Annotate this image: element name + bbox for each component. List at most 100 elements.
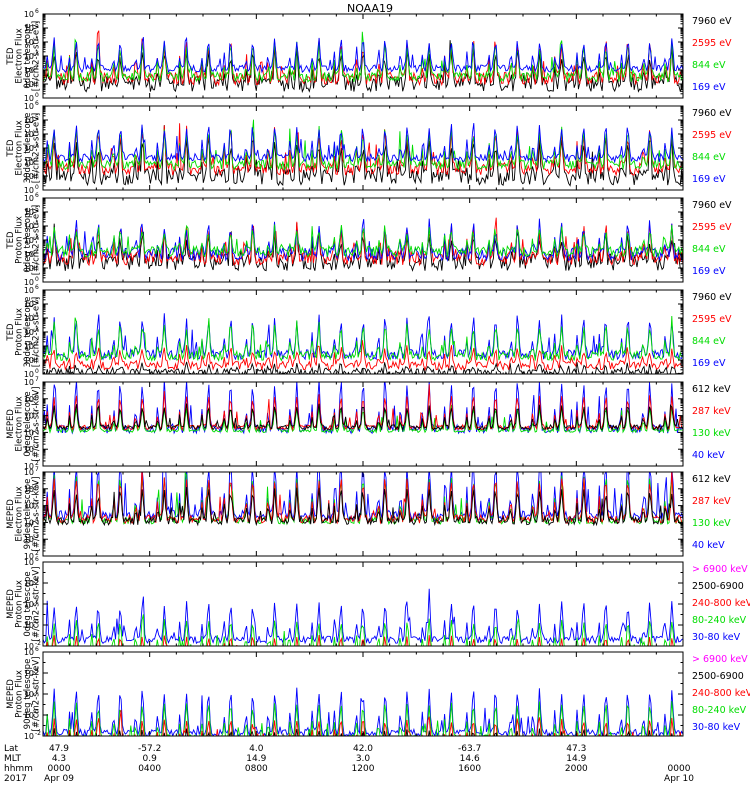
figure-title: NOAA19 [347,2,393,15]
y-tick-exponent: 6 [35,284,39,291]
y-tick-exponent: 6 [35,192,39,199]
panel-2-series [43,119,683,187]
y-axis-label-line: [#/cm2-s-str-keV] [32,477,42,552]
y-tick-label: 10 [24,38,34,47]
y-tick-label: 10 [24,286,34,295]
y-tick-exponent: 3 [35,142,39,149]
series-line-2595-eV [43,339,683,372]
y-axis-label-line: Electron Flux [15,396,25,451]
legend-entry: > 6900 keV [692,564,748,575]
y-tick-exponent: 6 [35,483,39,490]
y-tick-label: 10 [24,52,34,61]
y-axis-label-line: 90deg telescope [23,479,33,550]
y-axis-label-line: Proton Flux [15,216,25,264]
time-axis-tick-hhmm: 1200 [352,764,375,774]
y-tick-label: 10 [24,621,34,630]
legend-entry: 2595 eV [692,314,732,325]
time-axis-tick-lat: 4.0 [249,744,264,754]
y-tick-exponent: 0 [35,276,39,283]
y-tick-label: 10 [24,370,34,379]
y-tick-exponent: 6 [35,8,39,15]
y-tick-exponent: 0 [35,92,39,99]
panel-1-series [43,30,683,94]
legend-entry: 80-240 keV [692,615,747,626]
y-tick-label: 10 [24,642,34,651]
time-axis-tick-date: Apr 10 [664,774,694,784]
y-axis-label-line: 30deg telescope [23,113,33,184]
series-line-169-eV [43,123,683,164]
legend-entry: 612 keV [692,474,731,485]
legend-entry: 169 eV [692,266,726,277]
y-tick-exponent: -2 [35,640,41,647]
y-tick-exponent: 2 [35,550,39,557]
time-axis-tick-lat: 47.3 [566,744,586,754]
y-tick-exponent: 2 [35,248,39,255]
time-axis-tick-mlt: 14.9 [566,754,586,764]
series-line-169-eV [43,313,683,361]
y-axis-label-line: Electron Flux [15,120,25,175]
y-tick-label: 10 [24,711,34,720]
y-axis-label-line: [#/cm2-s-str-keV] [32,387,42,462]
y-tick-exponent: 6 [35,100,39,107]
y-axis-label-line: TED [6,47,16,66]
y-tick-label: 10 [24,558,34,567]
y-tick-label: 10 [24,579,34,588]
y-axis-label-line: 90deg telescope [23,659,33,730]
y-axis-label-line: [#/cm2-s-str-keV] [32,657,42,732]
series-line-169-eV [43,36,683,74]
legend-entry: 612 keV [692,384,731,395]
y-tick-label: 10 [24,314,34,323]
series-line-169-eV [43,218,683,262]
time-axis-tick-hhmm: 2000 [565,764,588,774]
y-tick-exponent: 2 [35,688,39,695]
y-tick-exponent: 1 [35,170,39,177]
y-tick-label: 10 [24,172,34,181]
y-tick-exponent: 4 [35,128,39,135]
y-axis-label-line: 0deg telescope [23,391,33,456]
legend-entry: 169 eV [692,82,726,93]
y-tick-label: 10 [24,186,34,195]
y-tick-exponent: 5 [35,410,39,417]
time-axis-tick-mlt: 14.6 [460,754,480,764]
legend-entry: 287 keV [692,496,731,507]
y-axis-label-line: [#/cm2-s-str-eV] [32,21,42,91]
legend-entry: 80-240 keV [692,705,747,716]
y-tick-exponent: 3 [35,443,39,450]
series-line-844-eV [43,315,683,362]
series-line-7960-eV [43,40,683,94]
y-tick-label: 10 [24,669,34,678]
y-axis-label-line: TED [6,139,16,158]
y-tick-label: 10 [24,10,34,19]
y-axis-label-line: Proton Flux [15,670,25,718]
y-tick-exponent: 0 [35,184,39,191]
legend-entry: 169 eV [692,358,726,369]
y-tick-exponent: 5 [35,114,39,121]
legend-entry: > 6900 keV [692,654,748,665]
y-tick-exponent: -2 [35,730,41,737]
y-tick-exponent: 4 [35,426,39,433]
panel-5-series [43,382,683,435]
series-line-2500-6900 [473,644,585,646]
legend-entry: 2500-6900 [692,671,744,682]
y-tick-exponent: 2 [35,156,39,163]
y-tick-exponent: 5 [35,298,39,305]
y-tick-exponent: 2 [35,460,39,467]
legend-entry: 40 keV [692,450,725,461]
panel-frame [42,561,684,647]
time-axis-tick-hhmm: 0400 [138,764,161,774]
y-tick-label: 10 [24,445,34,454]
time-axis-row-label: MLT [4,754,22,764]
y-tick-exponent: 6 [35,646,39,653]
time-axis-tick-hhmm: 0800 [245,764,268,774]
y-tick-exponent: 6 [35,556,39,563]
series-line-240-800-keV [46,709,682,736]
y-tick-label: 10 [24,236,34,245]
series-line-240-800-keV [46,635,674,646]
y-tick-label: 10 [24,250,34,259]
legend-entry: 2595 eV [692,222,732,233]
legend-entry: 844 eV [692,244,726,255]
